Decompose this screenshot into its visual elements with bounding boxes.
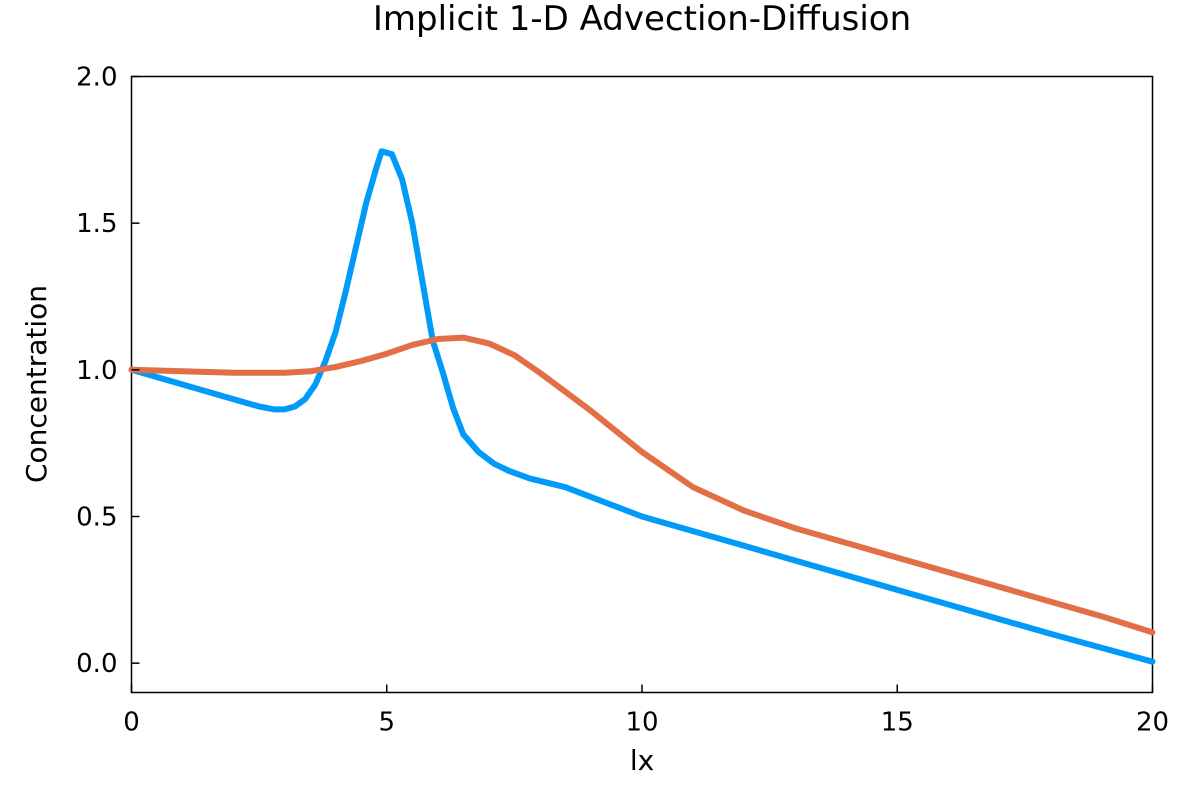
y-axis-label: Concentration bbox=[20, 285, 53, 483]
x-tick-label: 20 bbox=[1136, 708, 1169, 738]
plot-frame bbox=[130, 75, 1154, 694]
y-tick-label: 0.5 bbox=[76, 503, 117, 533]
y-tick-label: 1.5 bbox=[76, 209, 117, 239]
x-tick-label: 15 bbox=[881, 708, 914, 738]
y-tick-label: 0.0 bbox=[76, 649, 117, 679]
x-axis-label: lx bbox=[630, 744, 654, 777]
series-line-1 bbox=[128, 148, 1156, 665]
x-axis-ticks: 0 5 10 15 20 bbox=[123, 684, 1169, 738]
chart-title: Implicit 1-D Advection-Diffusion bbox=[373, 0, 911, 39]
series-layer bbox=[128, 148, 1156, 665]
x-tick-label: 5 bbox=[378, 708, 395, 738]
y-tick-label: 1.0 bbox=[76, 356, 117, 386]
x-tick-label: 0 bbox=[123, 708, 140, 738]
series-line-2 bbox=[128, 334, 1156, 636]
x-tick-label: 10 bbox=[625, 708, 658, 738]
y-axis-ticks: 0.0 0.5 1.0 1.5 2.0 bbox=[76, 63, 140, 679]
y-tick-label: 2.0 bbox=[76, 63, 117, 93]
